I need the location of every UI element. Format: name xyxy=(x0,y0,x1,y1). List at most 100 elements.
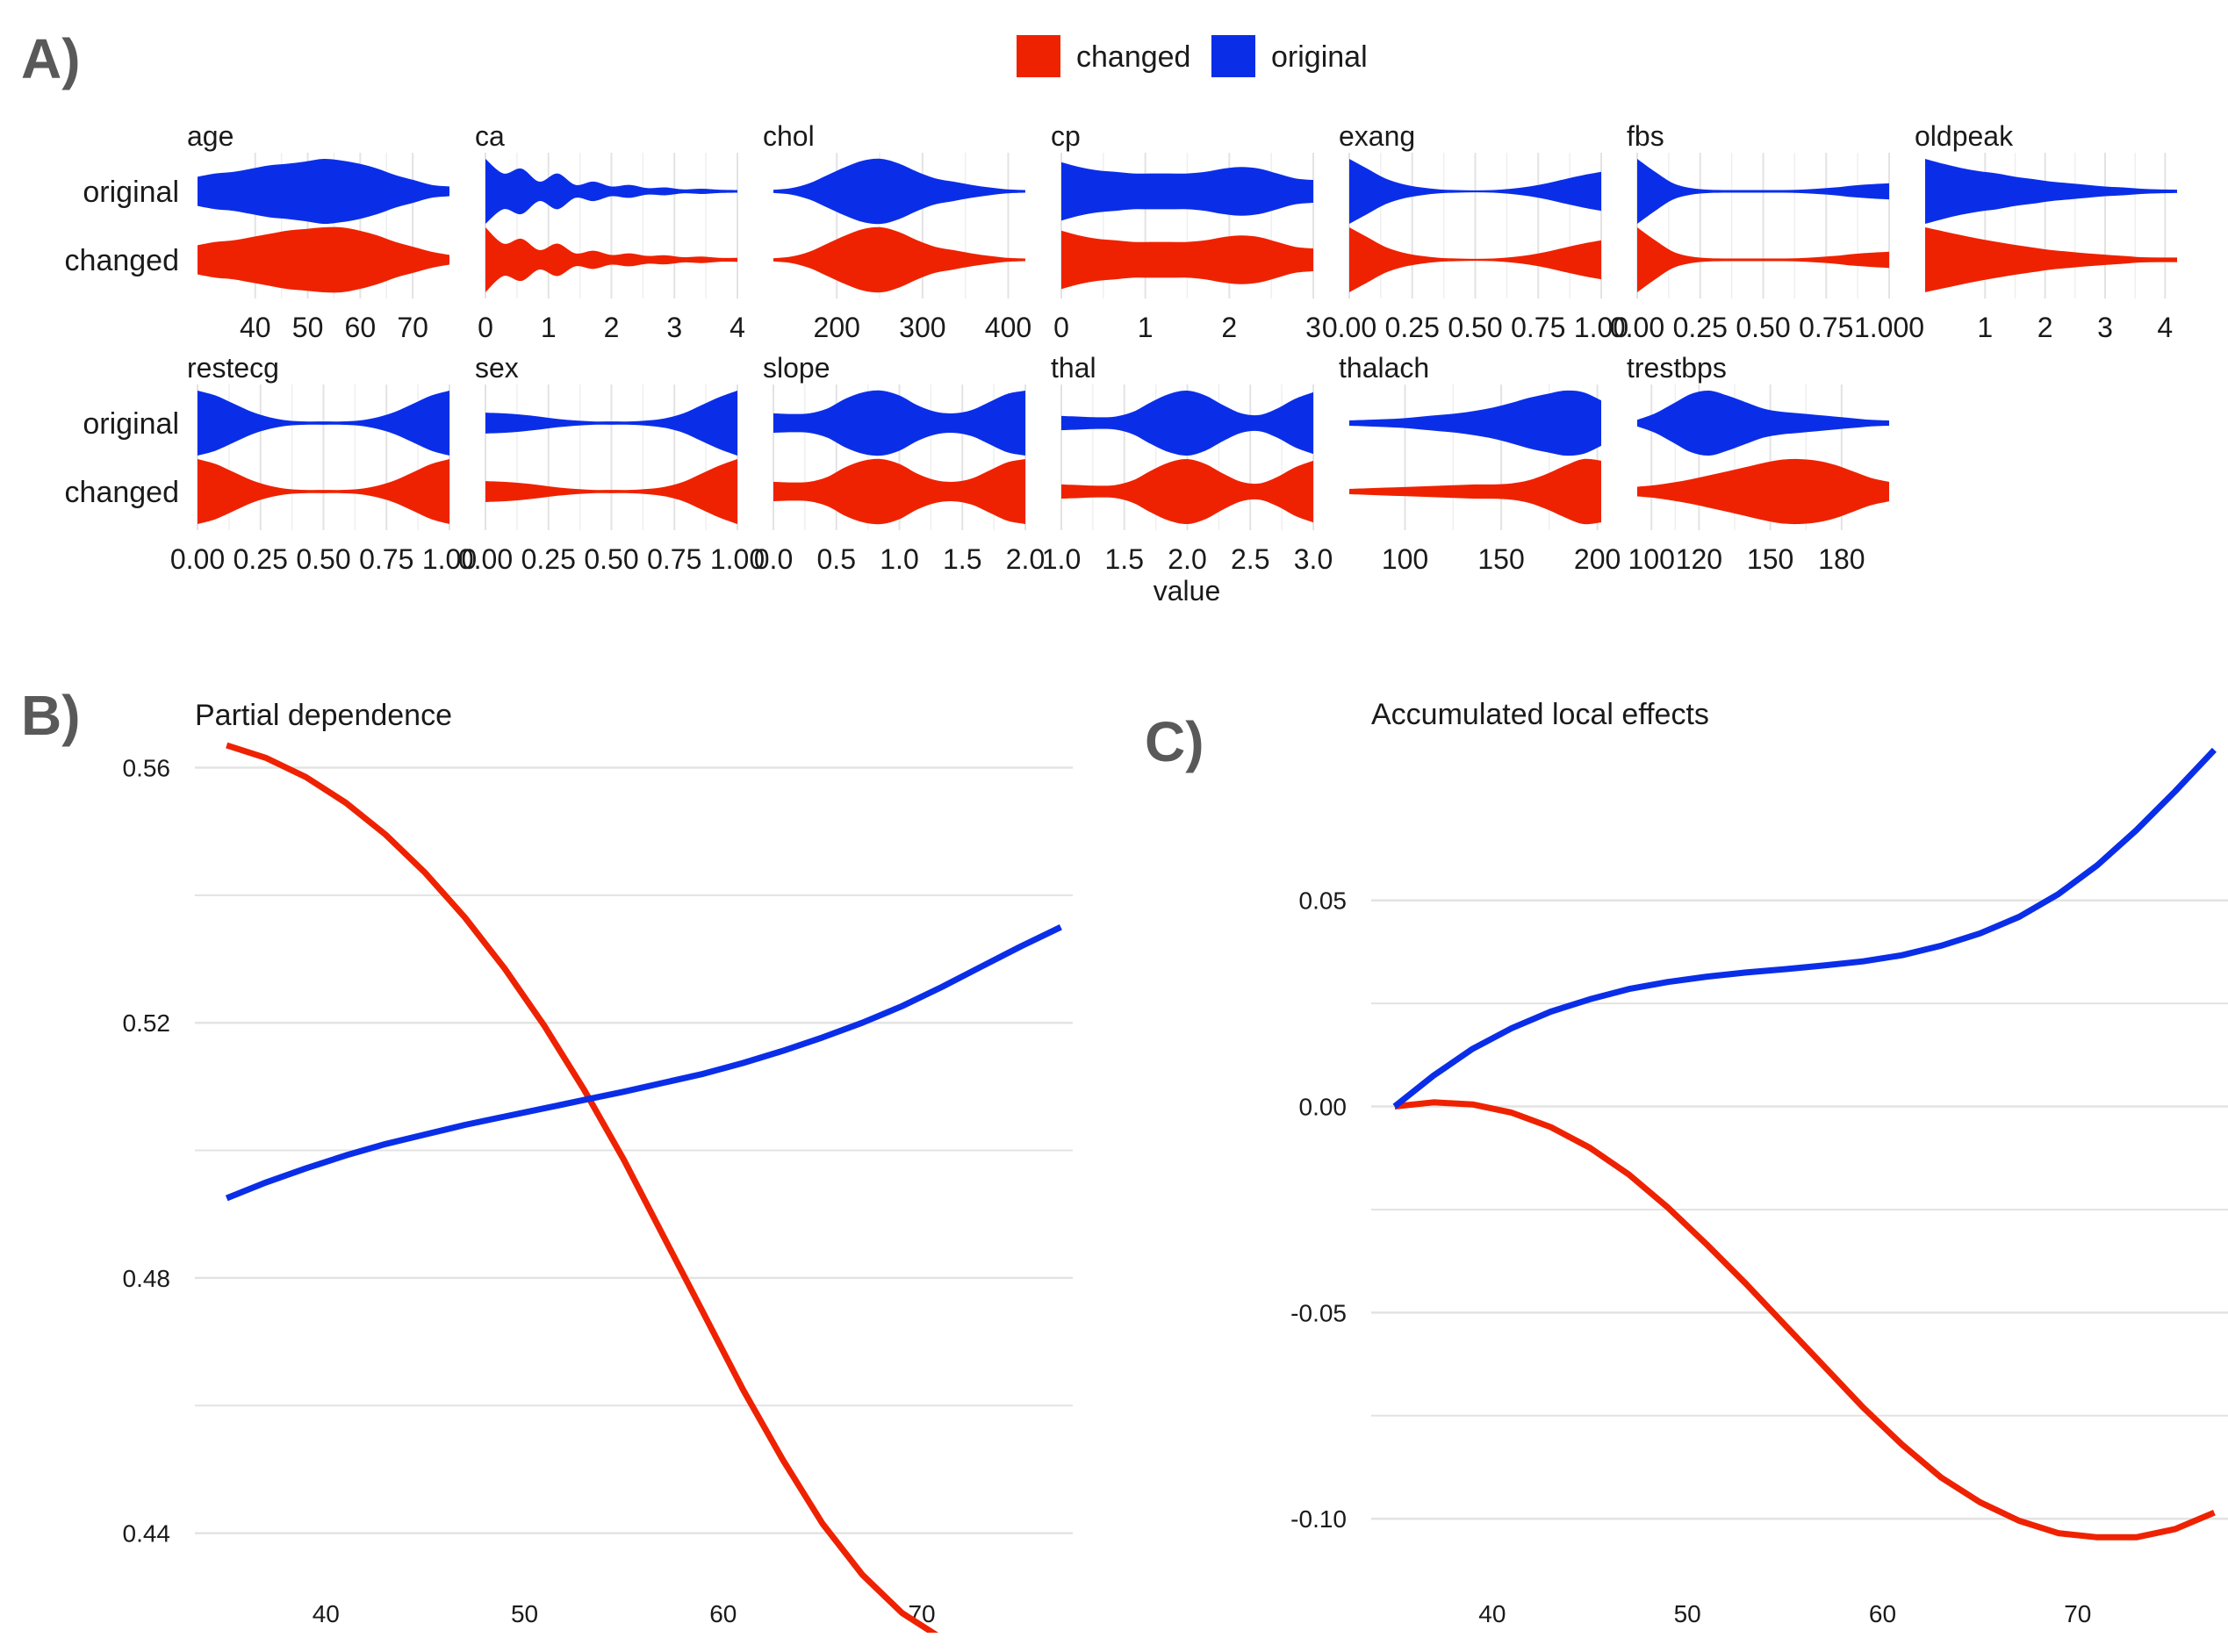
panel-label-a: A) xyxy=(21,27,81,90)
violin-original xyxy=(773,158,1025,225)
violin-original xyxy=(1349,159,1601,224)
tick-label: 0.75 xyxy=(359,543,413,575)
facet-title: slope xyxy=(763,352,830,384)
tick-label: 0.25 xyxy=(234,543,288,575)
tick-label: 2.5 xyxy=(1231,543,1269,575)
legend-label-changed: changed xyxy=(1076,40,1190,74)
tick-label: 1.00 xyxy=(422,543,477,575)
facet-exang: exang 0.00 0.25 0.50 0.75 1.00 xyxy=(1322,120,1628,343)
x-tick-label: 50 xyxy=(1674,1600,1701,1627)
tick-label: 4 xyxy=(729,312,745,343)
tick-label: 1.00 xyxy=(1574,312,1628,343)
tick-label: 0.50 xyxy=(1448,312,1502,343)
tick-label: 3 xyxy=(666,312,682,343)
tick-label: 0.75 xyxy=(647,543,701,575)
tick-label: 3 xyxy=(2097,312,2113,343)
tick-label: 0.50 xyxy=(584,543,638,575)
tick-label: 2 xyxy=(604,312,620,343)
legend-swatch-original xyxy=(1211,35,1255,77)
facet-thal: thal 1.0 1.5 2.0 2.5 3.0 xyxy=(1042,352,1333,575)
violin-changed xyxy=(773,458,1025,525)
violin-changed xyxy=(1637,458,1889,525)
facet-title: ca xyxy=(475,120,505,152)
row-label-original: original xyxy=(83,407,179,441)
x-axis-label: age xyxy=(1779,1630,1821,1633)
y-tick-label: 0.00 xyxy=(1299,1094,1348,1121)
tick-label: 1.5 xyxy=(1105,543,1144,575)
series-line-original xyxy=(225,924,1062,1202)
tick-label: 3 xyxy=(1305,312,1321,343)
chart-title: Partial dependence xyxy=(195,699,452,732)
facet-title: age xyxy=(187,120,234,152)
violin-original xyxy=(1061,162,1313,221)
facet-fbs: fbs 0.00 0.25 0.50 0.75 1.000 xyxy=(1610,120,1924,343)
row-label-changed: changed xyxy=(65,244,179,277)
tick-label: 1 xyxy=(1977,312,1993,343)
x-tick-label: 60 xyxy=(709,1600,737,1627)
tick-label: 0.00 xyxy=(170,543,225,575)
tick-label: 0.50 xyxy=(296,543,350,575)
tick-label: 2 xyxy=(2038,312,2053,343)
violin-original xyxy=(773,390,1025,456)
tick-label: 1.0 xyxy=(880,543,918,575)
tick-label: 1 xyxy=(1138,312,1154,343)
tick-label: 0 xyxy=(1053,312,1069,343)
tick-label: 0.50 xyxy=(1736,312,1790,343)
y-tick-label: 0.52 xyxy=(123,1009,171,1037)
tick-label: 300 xyxy=(899,312,945,343)
x-tick-label: 40 xyxy=(313,1600,340,1627)
tick-label: 100 xyxy=(1628,543,1675,575)
tick-label: 200 xyxy=(814,312,860,343)
tick-label: 1 xyxy=(541,312,557,343)
tick-label: 0.00 xyxy=(1322,312,1376,343)
violin-changed xyxy=(485,459,737,524)
series-line-original xyxy=(1392,747,2217,1110)
facet-title: oldpeak xyxy=(1915,120,2014,152)
x-tick-label: 60 xyxy=(1869,1600,1896,1627)
violin-original xyxy=(485,391,737,456)
facet-title: exang xyxy=(1339,120,1415,152)
violin-original xyxy=(1637,159,1889,224)
chart-title: Accumulated local effects xyxy=(1371,698,1709,731)
tick-label: 400 xyxy=(985,312,1031,343)
facet-oldpeak: oldpeak 1 2 3 4 xyxy=(1915,120,2177,343)
y-tick-label: 0.05 xyxy=(1299,887,1348,915)
facet-title: thalach xyxy=(1339,352,1429,384)
facet-title: trestbps xyxy=(1627,352,1727,384)
tick-label: 0.75 xyxy=(1511,312,1565,343)
tick-label: 1.5 xyxy=(943,543,981,575)
panel-label-b: B) xyxy=(21,684,81,747)
tick-label: 0.25 xyxy=(1673,312,1728,343)
violin-changed xyxy=(1349,227,1601,292)
facet-title: cp xyxy=(1051,120,1081,152)
y-tick-label: 0.48 xyxy=(123,1265,171,1292)
violin-changed xyxy=(1061,230,1313,290)
tick-label: 60 xyxy=(345,312,377,343)
tick-label: 180 xyxy=(1818,543,1865,575)
row-label-original: original xyxy=(83,176,179,209)
x-tick-label: 40 xyxy=(1478,1600,1506,1627)
facet-title: thal xyxy=(1051,352,1096,384)
tick-label: 4 xyxy=(2157,312,2173,343)
y-tick-label: 0.44 xyxy=(123,1520,171,1548)
tick-label: 0.0 xyxy=(754,543,793,575)
y-tick-label: 0.56 xyxy=(123,755,171,782)
tick-label: 1.00 xyxy=(710,543,765,575)
violin-changed xyxy=(198,459,449,524)
y-tick-label: -0.05 xyxy=(1290,1299,1347,1326)
tick-label: 2.0 xyxy=(1168,543,1206,575)
tick-label: 150 xyxy=(1747,543,1793,575)
tick-label: 0.25 xyxy=(1385,312,1440,343)
x-axis-label: value xyxy=(1154,575,1221,607)
legend-label-original: original xyxy=(1271,40,1368,74)
violin-original xyxy=(198,391,449,456)
tick-label: 0.75 xyxy=(1799,312,1853,343)
facet-slope: slope 0.0 0.5 1.0 1.5 2.0 xyxy=(754,352,1045,575)
violin-changed xyxy=(198,226,449,293)
tick-label: 200 xyxy=(1574,543,1621,575)
y-tick-label: -0.10 xyxy=(1290,1505,1347,1533)
violin-changed xyxy=(1349,458,1601,525)
ale-chart: -0.10 -0.05 0.00 0.05 40 50 60 70 Accumulated lo… xyxy=(1290,698,2228,1633)
